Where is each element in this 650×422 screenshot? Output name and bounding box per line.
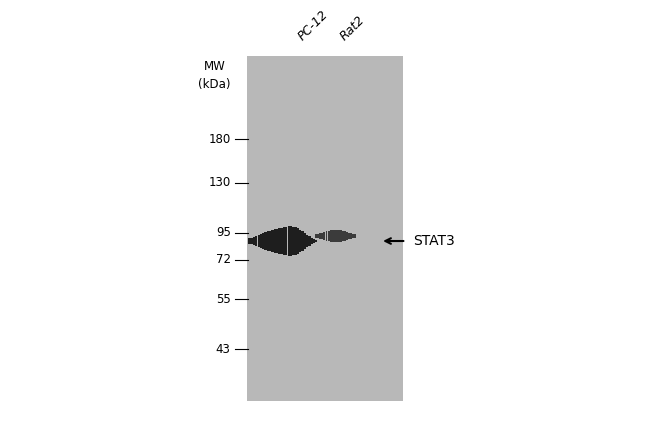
Bar xyxy=(315,240,317,243)
Bar xyxy=(260,234,262,248)
Bar xyxy=(294,227,296,255)
Bar xyxy=(297,228,299,254)
Text: 72: 72 xyxy=(216,253,231,266)
Bar xyxy=(287,227,290,256)
Bar xyxy=(315,234,317,238)
Bar xyxy=(292,227,294,255)
Bar xyxy=(302,231,304,251)
Text: STAT3: STAT3 xyxy=(413,234,454,248)
Text: (kDa): (kDa) xyxy=(198,78,231,91)
Bar xyxy=(326,231,328,241)
Bar xyxy=(266,231,269,251)
Bar xyxy=(290,227,292,256)
Bar xyxy=(308,236,311,246)
Bar xyxy=(338,230,340,242)
FancyBboxPatch shape xyxy=(247,56,403,401)
Bar xyxy=(281,228,283,254)
Text: PC-12: PC-12 xyxy=(296,8,331,43)
Bar xyxy=(253,237,255,245)
Text: 55: 55 xyxy=(216,293,231,306)
Text: 130: 130 xyxy=(209,176,231,189)
Bar xyxy=(346,232,348,240)
Bar xyxy=(333,230,335,242)
Bar xyxy=(257,235,260,247)
Bar xyxy=(248,238,250,244)
Bar xyxy=(255,236,257,246)
Text: 95: 95 xyxy=(216,226,231,239)
Bar xyxy=(311,238,313,244)
Bar xyxy=(321,233,323,239)
Bar xyxy=(350,233,352,239)
Bar xyxy=(332,230,333,242)
Bar xyxy=(342,231,344,241)
Bar xyxy=(251,238,253,244)
Bar xyxy=(269,230,271,252)
Bar xyxy=(299,230,302,252)
Bar xyxy=(330,230,332,242)
Bar xyxy=(276,229,278,253)
Bar xyxy=(265,232,266,250)
Bar xyxy=(344,231,346,241)
Bar xyxy=(340,230,342,242)
Bar xyxy=(354,234,356,238)
Bar xyxy=(285,227,287,255)
Bar xyxy=(317,234,319,238)
Bar xyxy=(278,228,281,254)
Bar xyxy=(306,235,308,247)
Bar xyxy=(328,231,330,241)
Bar xyxy=(319,233,321,239)
Bar xyxy=(348,233,350,239)
Bar xyxy=(272,230,274,252)
Text: MW: MW xyxy=(203,60,226,73)
Bar xyxy=(262,233,265,249)
Text: 43: 43 xyxy=(216,343,231,356)
Bar xyxy=(352,234,354,238)
Bar xyxy=(336,230,338,242)
Text: Rat2: Rat2 xyxy=(338,14,368,43)
Bar xyxy=(313,239,315,243)
Text: 180: 180 xyxy=(209,133,231,146)
Bar xyxy=(274,229,276,253)
Bar xyxy=(324,232,326,240)
Bar xyxy=(283,227,285,255)
Bar xyxy=(304,233,306,249)
